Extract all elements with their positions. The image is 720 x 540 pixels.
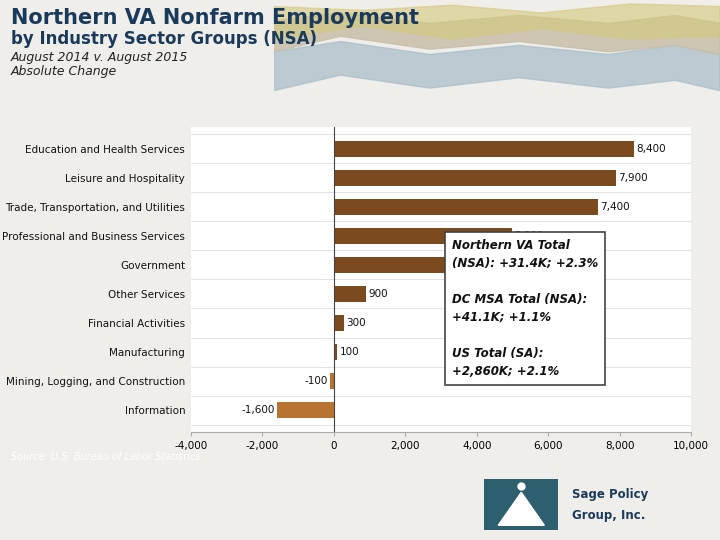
Text: 3,100: 3,100 bbox=[446, 260, 477, 270]
Text: 7,900: 7,900 bbox=[618, 173, 648, 183]
Text: Absolute Change: Absolute Change bbox=[11, 65, 117, 78]
Text: August 2014 v. August 2015: August 2014 v. August 2015 bbox=[11, 51, 188, 64]
Bar bbox=[334, 257, 444, 273]
Bar bbox=[276, 402, 334, 418]
Text: Group, Inc.: Group, Inc. bbox=[572, 509, 645, 523]
Bar bbox=[334, 315, 344, 331]
Polygon shape bbox=[498, 492, 544, 525]
Bar bbox=[330, 373, 334, 389]
Text: 900: 900 bbox=[368, 289, 387, 299]
Text: by Industry Sector Groups (NSA): by Industry Sector Groups (NSA) bbox=[11, 30, 317, 48]
Bar bbox=[334, 199, 598, 215]
Bar bbox=[334, 344, 338, 360]
Text: 5,000: 5,000 bbox=[515, 231, 544, 241]
Text: Northern VA Nonfarm Employment: Northern VA Nonfarm Employment bbox=[11, 8, 419, 28]
Polygon shape bbox=[274, 13, 720, 55]
Text: Northern VA Total
(NSA): +31.4K; +2.3%

DC MSA Total (NSA):
+41.1K; +1.1%

US To: Northern VA Total (NSA): +31.4K; +2.3% D… bbox=[451, 239, 598, 378]
Text: 8,400: 8,400 bbox=[636, 144, 666, 154]
Bar bbox=[334, 228, 513, 244]
Text: 300: 300 bbox=[346, 318, 366, 328]
Text: -1,600: -1,600 bbox=[241, 405, 274, 415]
Polygon shape bbox=[274, 42, 720, 91]
Text: 7,400: 7,400 bbox=[600, 202, 630, 212]
Bar bbox=[334, 170, 616, 186]
Bar bbox=[334, 141, 634, 157]
Polygon shape bbox=[274, 4, 720, 39]
Bar bbox=[334, 286, 366, 302]
Text: Sage Policy: Sage Policy bbox=[572, 488, 648, 501]
Text: -100: -100 bbox=[305, 376, 328, 386]
Text: 100: 100 bbox=[340, 347, 359, 357]
FancyBboxPatch shape bbox=[485, 479, 558, 530]
Text: Source: U.S. Bureau of Labor Statistics: Source: U.S. Bureau of Labor Statistics bbox=[11, 452, 200, 462]
